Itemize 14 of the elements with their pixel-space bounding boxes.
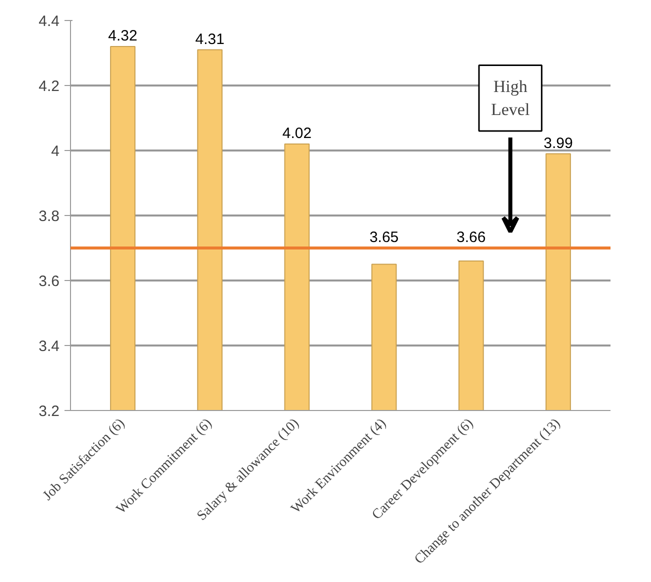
data-label: 3.99 [544,134,573,152]
y-tick-label: 3.8 [38,208,60,225]
data-label: 4.31 [195,30,224,48]
annotation: High Level [490,77,530,119]
y-tick-label: 4.2 [38,78,60,95]
y-tick-label: 3.6 [38,273,60,290]
data-label: 4.02 [282,125,312,142]
y-tick-label: 3.4 [38,338,60,355]
data-label: 3.66 [456,229,486,246]
y-tick-label: 4.4 [38,13,60,30]
y-tick-label: 4 [51,143,60,160]
y-tick-label: 3.2 [38,403,60,420]
data-label: 3.65 [369,229,399,246]
data-label: 4.32 [108,28,138,44]
